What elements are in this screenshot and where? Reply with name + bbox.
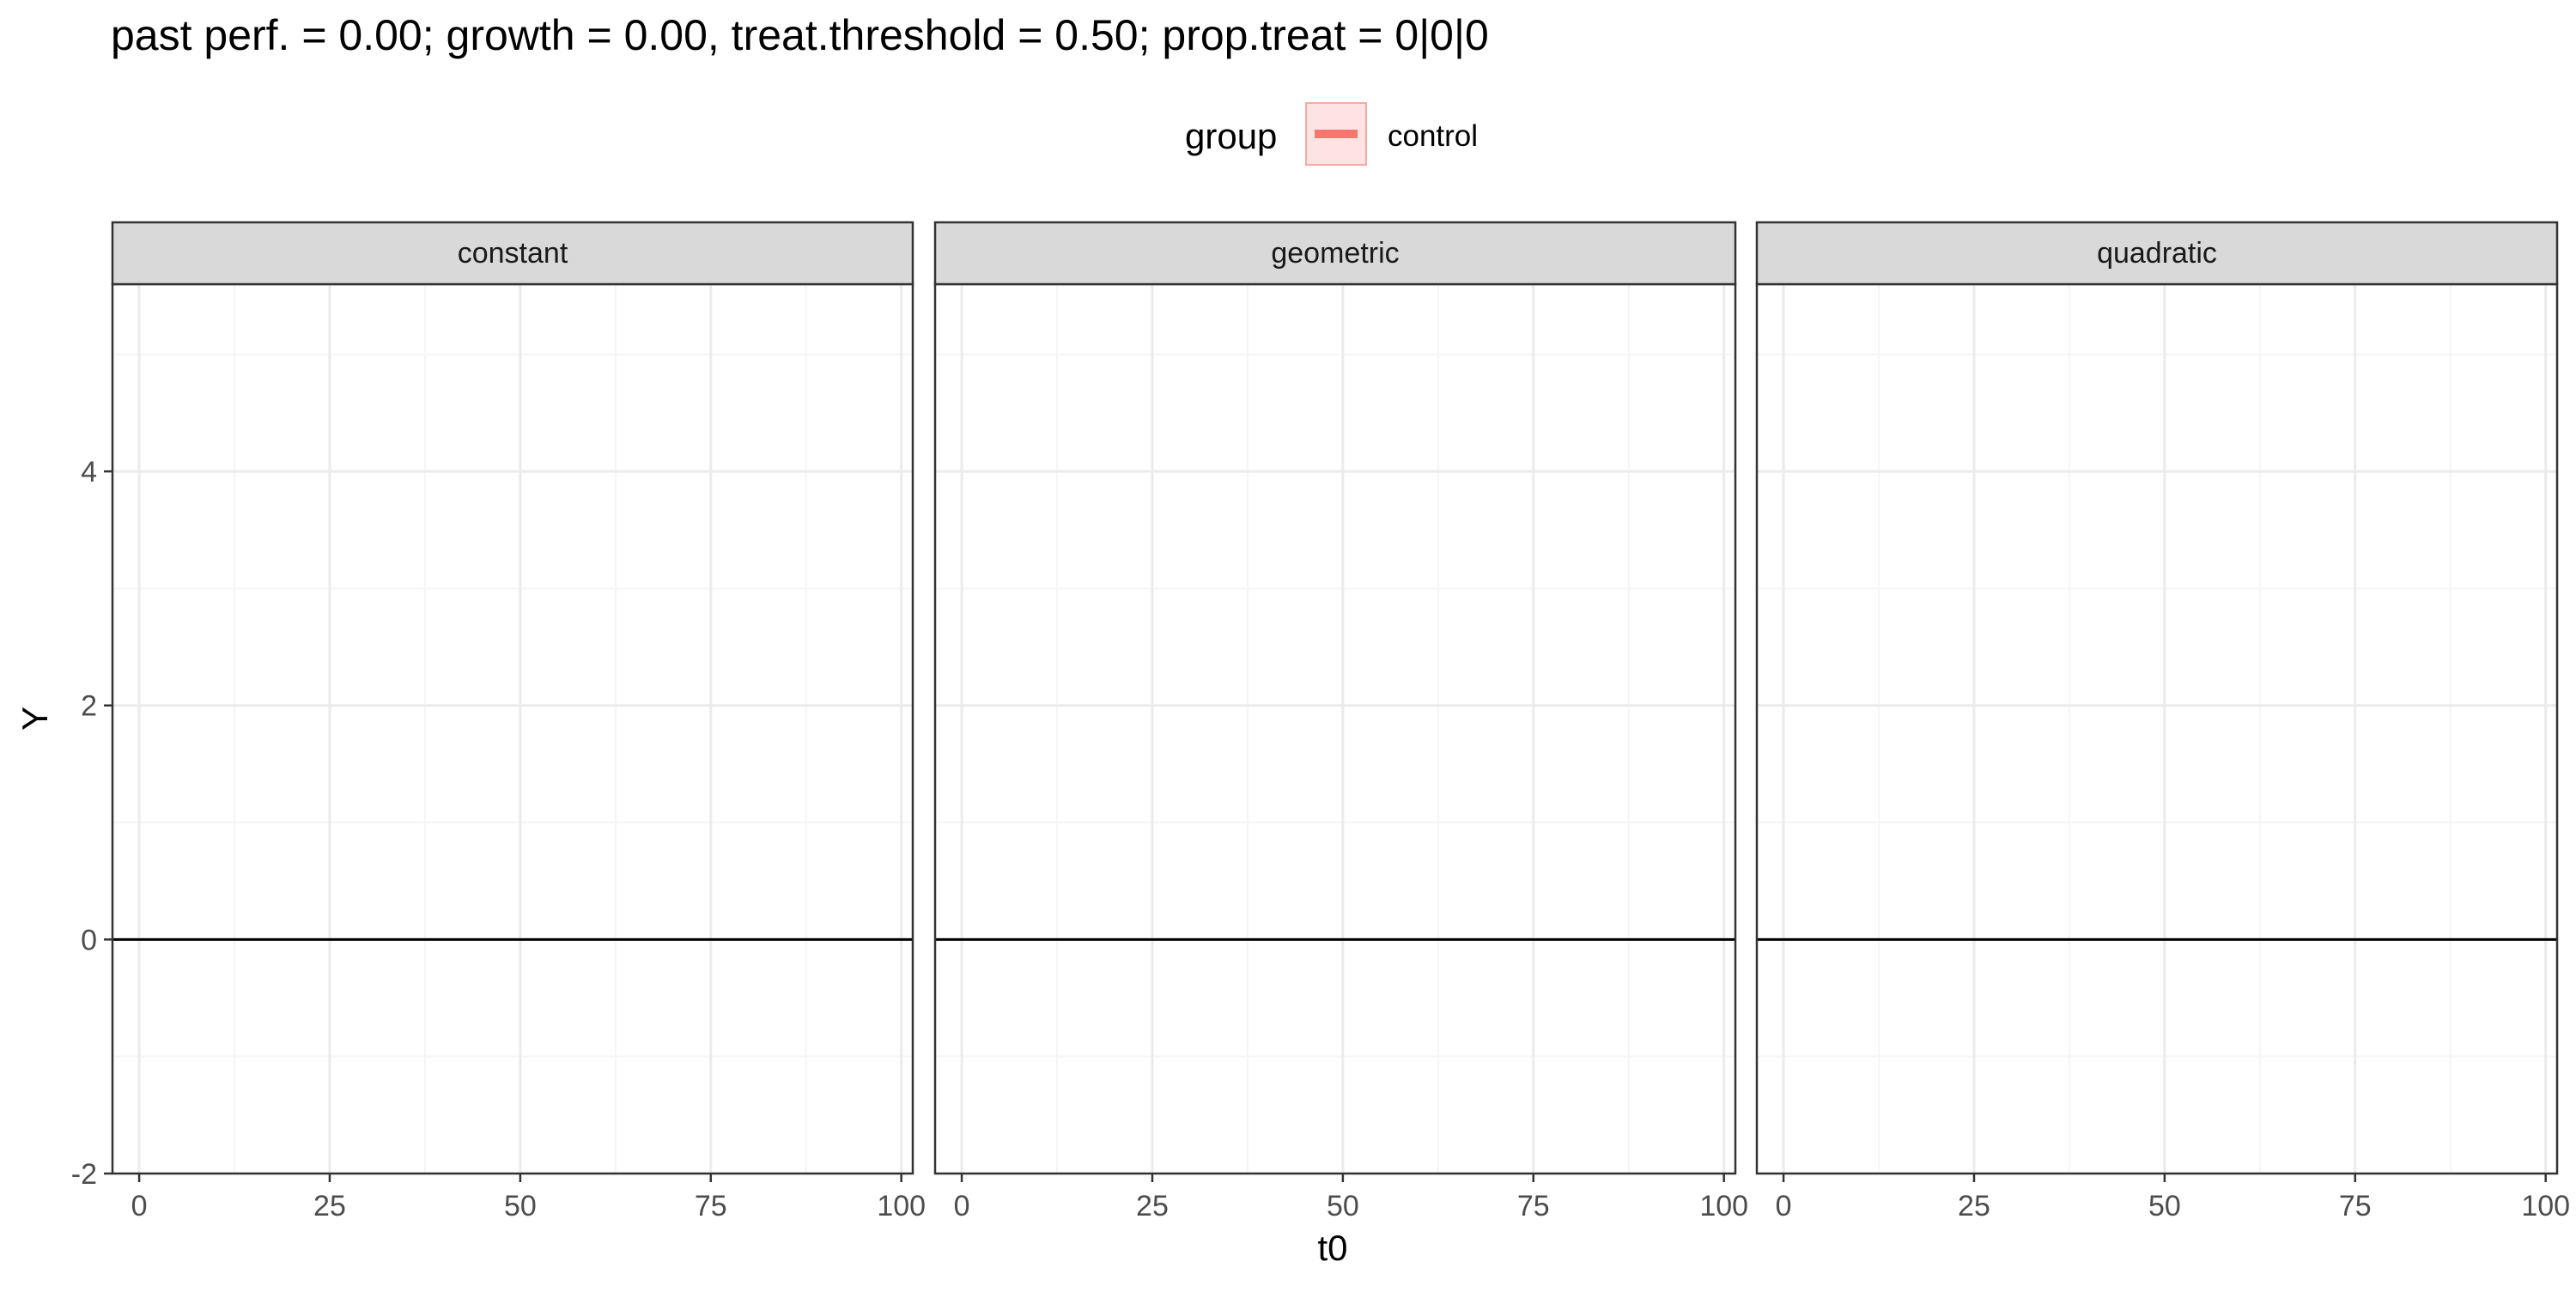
legend-label-control: control: [1388, 119, 1478, 153]
y-tick-label: 2: [81, 690, 97, 723]
facet-strip: [933, 221, 1737, 286]
x-tick-label: 50: [2148, 1190, 2181, 1222]
y-tick-label: -2: [71, 1158, 97, 1191]
panel-background: [1757, 284, 2557, 1174]
panel-background: [112, 284, 913, 1174]
x-tick-label: 25: [1136, 1190, 1169, 1222]
x-tick-label: 75: [2339, 1190, 2372, 1222]
x-tick-label: 75: [1517, 1190, 1550, 1222]
x-tick-label: 100: [2521, 1190, 2570, 1222]
chart-title: past perf. = 0.00; growth = 0.00, treat.…: [111, 11, 1489, 59]
facet-strip: [1755, 221, 2559, 286]
panel-constant: constant 0 25 50 75 100 -2 0 2 4: [71, 221, 926, 1222]
x-tick-label: 25: [1958, 1190, 1990, 1222]
x-tick-label: 50: [504, 1190, 537, 1222]
x-tick-label: 0: [1776, 1190, 1792, 1222]
x-tick-label: 100: [877, 1190, 926, 1222]
y-tick-label: 4: [81, 456, 97, 488]
facet-strip-label-constant: constant: [458, 237, 568, 270]
facet-strip: [111, 221, 914, 286]
x-tick-label: 0: [131, 1190, 148, 1222]
panel-geometric: geometric 0 25 50 75 100: [933, 221, 1748, 1222]
x-tick-label: 25: [313, 1190, 346, 1222]
legend: group control: [1185, 102, 1478, 166]
facet-strip-label-quadratic: quadratic: [2097, 237, 2217, 270]
x-tick-label: 50: [1327, 1190, 1359, 1222]
x-tick-label: 0: [954, 1190, 970, 1222]
y-tick-label: 0: [81, 924, 97, 956]
x-axis-label: t0: [1317, 1228, 1347, 1268]
x-tick-label: 75: [695, 1190, 727, 1222]
panels: constant 0 25 50 75 100 -2 0 2 4 geometric 0 25 50 75 1…: [71, 221, 2570, 1222]
panel-quadratic: quadratic 0 25 50 75 100: [1755, 221, 2570, 1222]
x-tick-label: 100: [1699, 1190, 1748, 1222]
facet-strip-label-geometric: geometric: [1271, 237, 1399, 270]
y-axis-label: Y: [15, 707, 55, 731]
legend-title: group: [1185, 116, 1277, 156]
panel-background: [935, 284, 1735, 1174]
